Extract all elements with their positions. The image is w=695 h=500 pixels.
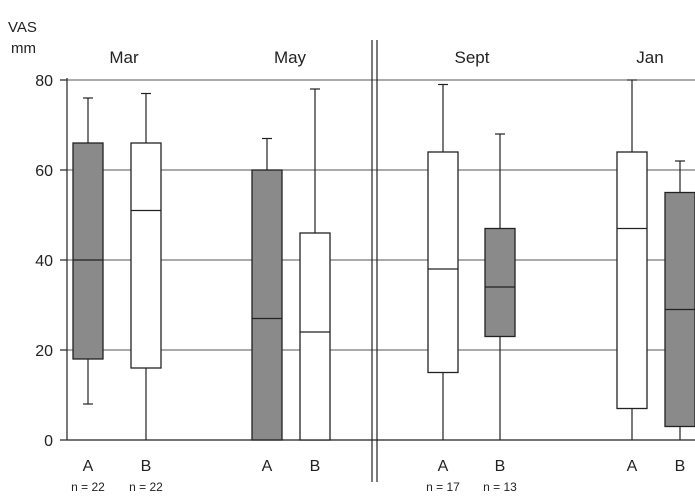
box-iqr: [72, 142, 104, 360]
box-may-a: A: [251, 137, 283, 475]
group-label: B: [141, 458, 152, 475]
group-label: A: [627, 458, 638, 475]
grid-lines: [67, 79, 695, 351]
y-tick-label: 40: [35, 253, 53, 270]
n-label: n = 22: [71, 480, 105, 494]
box-sept-a: An = 17: [426, 83, 460, 494]
n-label: n = 17: [426, 480, 460, 494]
panel-title: Jan: [636, 48, 663, 67]
panel-title: Mar: [109, 48, 139, 67]
group-label: B: [675, 458, 686, 475]
box-jan-a: A: [616, 79, 648, 475]
y-tick-label: 0: [44, 433, 53, 450]
box-mar-b: Bn = 22: [129, 92, 163, 494]
y-tick-label: 20: [35, 343, 53, 360]
panel-may: May A B: [251, 48, 331, 475]
box-mar-a: An = 22: [71, 97, 105, 494]
box-sept-b: Bn = 13: [483, 133, 517, 494]
panel-jan: Jan A B: [616, 48, 695, 475]
box-iqr: [251, 169, 283, 441]
group-label: A: [83, 458, 94, 475]
box-iqr: [427, 151, 459, 374]
group-label: B: [310, 458, 321, 475]
box-may-b: B: [299, 88, 331, 475]
group-label: A: [438, 458, 449, 475]
group-label: B: [495, 458, 506, 475]
box-jan-b: B: [664, 160, 695, 475]
panel-title: Sept: [455, 48, 490, 67]
y-tick-label: 80: [35, 73, 53, 90]
n-label: n = 13: [483, 480, 517, 494]
panel-title: May: [274, 48, 307, 67]
y-axis-label: VAS: [8, 19, 37, 36]
box-iqr: [299, 232, 331, 441]
n-label: n = 22: [129, 480, 163, 494]
y-axis-unit: mm: [11, 40, 36, 57]
box-iqr: [130, 142, 162, 369]
box-iqr: [484, 227, 516, 338]
period-separator: [371, 40, 378, 482]
y-axis-ticks: 0 20 40 60 80: [35, 73, 67, 450]
box-iqr: [616, 151, 648, 410]
panel-sept: Sept An = 17 Bn = 13: [426, 48, 517, 494]
y-tick-label: 60: [35, 163, 53, 180]
group-label: A: [262, 458, 273, 475]
